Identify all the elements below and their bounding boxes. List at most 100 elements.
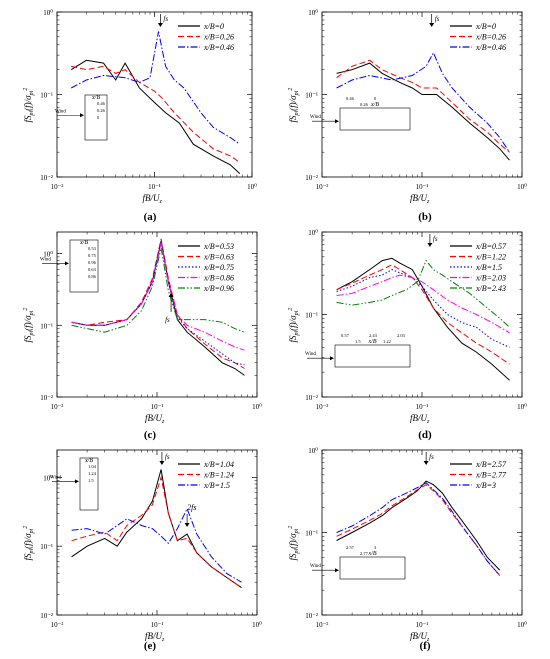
legend-label: x/B=1.22: [475, 253, 506, 262]
x-axis-label: fB/Uz: [410, 413, 430, 425]
x-axis-label-main: fB/U: [410, 193, 427, 203]
y-tick-label: 10⁰: [43, 474, 53, 482]
inset-tick: 0.75: [88, 253, 97, 258]
x-axis-label-sub: z: [161, 419, 165, 425]
y-axis-label-part: fS: [288, 115, 298, 123]
inset-box: [339, 556, 406, 580]
chart-panel-b: 10⁻² 10⁻¹ 10⁰10⁻²10⁻¹10⁰fSpi(f)/σpi2fB/Uzx…: [288, 9, 527, 223]
wind-label: Wind: [305, 352, 316, 357]
inset-diagram: Wind x/B 0.57 1.5 2.43 1.22 2.03: [305, 333, 411, 368]
series-line-5: [71, 247, 245, 333]
wind-arrow-head: [75, 479, 79, 484]
y-axis-label-part: 2: [23, 308, 29, 311]
inset-tick: 3: [374, 545, 377, 550]
x-tick-label: 10⁻¹: [151, 621, 164, 629]
x-tick-label: 10⁻²: [316, 183, 329, 191]
y-axis-label-part: (f)/σ: [288, 533, 298, 549]
fs-arrow-head: [427, 243, 433, 247]
series-line-2: [336, 59, 510, 153]
inset-tick: 0.46: [97, 101, 106, 106]
y-tick-label: 10⁻²: [40, 174, 53, 182]
legend-label: x/B=0: [475, 22, 496, 31]
x-axis-label-sub: z: [426, 199, 430, 205]
series-line-1: [336, 257, 510, 381]
inset-tick: 1.5: [88, 478, 94, 483]
chart-panel-e: 10⁻² 10⁻¹ 10⁰10⁻²10⁻¹10⁰fSpi(f)/σpi2fB/Uzx…: [23, 449, 262, 652]
wind-label: Wind: [310, 115, 321, 120]
series-line-3: [336, 482, 501, 576]
inset-box: [79, 457, 99, 511]
x-axis-label: fB/Uz: [145, 413, 165, 425]
inset-tick: 0.26: [97, 108, 106, 113]
y-axis-label-part: 2: [288, 88, 294, 91]
fs2-arrow-head: [184, 523, 190, 527]
x-axis-label-main: fB/U: [410, 631, 427, 641]
y-axis-label-part: pi: [29, 548, 35, 554]
y-axis-label-part: fS: [288, 335, 298, 343]
inset-axis-label: x/B: [368, 339, 377, 345]
fs-annotation: fs: [163, 15, 168, 23]
x-tick-label: 10⁻¹: [148, 183, 161, 191]
y-axis-label: fSpi(f)/σpi2: [288, 308, 300, 343]
wind-arrow-head: [330, 356, 334, 361]
inset-axis-label: x/B: [368, 551, 377, 557]
series-line-4: [71, 242, 245, 351]
x-axis-label: fB/Uz: [143, 193, 163, 205]
x-tick-label: 10⁻¹: [416, 403, 429, 411]
y-axis-label-part: pi: [294, 330, 300, 336]
inset-tick: 0.26: [360, 102, 369, 107]
inset-diagram: Wind x/B 2.57 2.77 3: [310, 545, 406, 580]
fs-annotation: fs: [165, 316, 170, 324]
y-axis-label-part: (f)/σ: [288, 95, 298, 111]
series-line-1: [336, 480, 501, 571]
y-tick-label: 10⁻¹: [305, 530, 318, 538]
y-axis-label: fSpi(f)/σpi2: [23, 526, 35, 561]
x-axis-label-main: fB/U: [145, 413, 162, 423]
legend-label: x/B=1.5: [475, 263, 502, 272]
inset-tick: 0.96: [88, 260, 97, 265]
legend-label: x/B=0: [203, 22, 224, 31]
x-axis-label-main: fB/U: [145, 631, 162, 641]
chart-panel-c: 10⁻² 10⁻¹ 10⁰10⁻²10⁻¹10⁰fSpi(f)/σpi2fB/Uzx…: [23, 231, 262, 441]
y-axis-label-part: pi: [29, 310, 35, 316]
y-tick-label: 10⁻²: [305, 394, 318, 402]
x-tick-label: 10⁻¹: [416, 183, 429, 191]
y-axis-label-part: fS: [23, 335, 33, 343]
x-axis-label-sub: z: [426, 637, 430, 643]
x-axis-label: fB/Uz: [410, 193, 430, 205]
legend-label: x/B=0.86: [203, 274, 234, 283]
series-line-3: [70, 31, 241, 145]
series-line-4: [336, 274, 510, 334]
legend-label: x/B=2.43: [475, 284, 506, 293]
series-line-1: [70, 59, 241, 174]
y-tick-label: 10⁰: [43, 9, 53, 17]
series-line-5: [336, 259, 510, 328]
wind-label: Wind: [40, 257, 51, 262]
inset-tick: 0.63: [88, 267, 97, 272]
y-axis-label: fSpi(f)/σpi2: [288, 526, 300, 561]
legend-label: x/B=1.24: [203, 471, 234, 480]
y-axis-label: fSpi(f)/σpi2: [23, 88, 35, 123]
x-axis-label-sub: z: [426, 419, 430, 425]
fs-arrow-head: [157, 23, 163, 27]
wind-arrow-head: [335, 568, 339, 573]
y-tick-label: 10⁰: [43, 251, 53, 259]
inset-axis-label: x/B: [79, 240, 88, 246]
y-axis-label-part: fS: [23, 553, 33, 561]
fs-arrow-head: [159, 461, 165, 465]
inset-tick: 1.04: [88, 464, 97, 469]
legend-label: x/B=1.04: [203, 460, 234, 469]
x-tick-label: 10⁰: [517, 183, 527, 191]
y-axis-label-part: pi: [29, 110, 35, 116]
series-line-2: [71, 475, 242, 589]
series-line-2: [336, 264, 510, 365]
inset-tick: 2.77: [360, 551, 369, 556]
y-axis-label-part: pi: [294, 110, 300, 116]
legend-label: x/B=0.26: [203, 33, 234, 42]
inset-tick: 2.03: [397, 333, 406, 338]
inset-axis-label: x/B: [84, 458, 93, 464]
inset-box: [334, 344, 411, 368]
series-line-3: [336, 51, 510, 153]
x-axis-label: fB/Uz: [145, 631, 165, 643]
